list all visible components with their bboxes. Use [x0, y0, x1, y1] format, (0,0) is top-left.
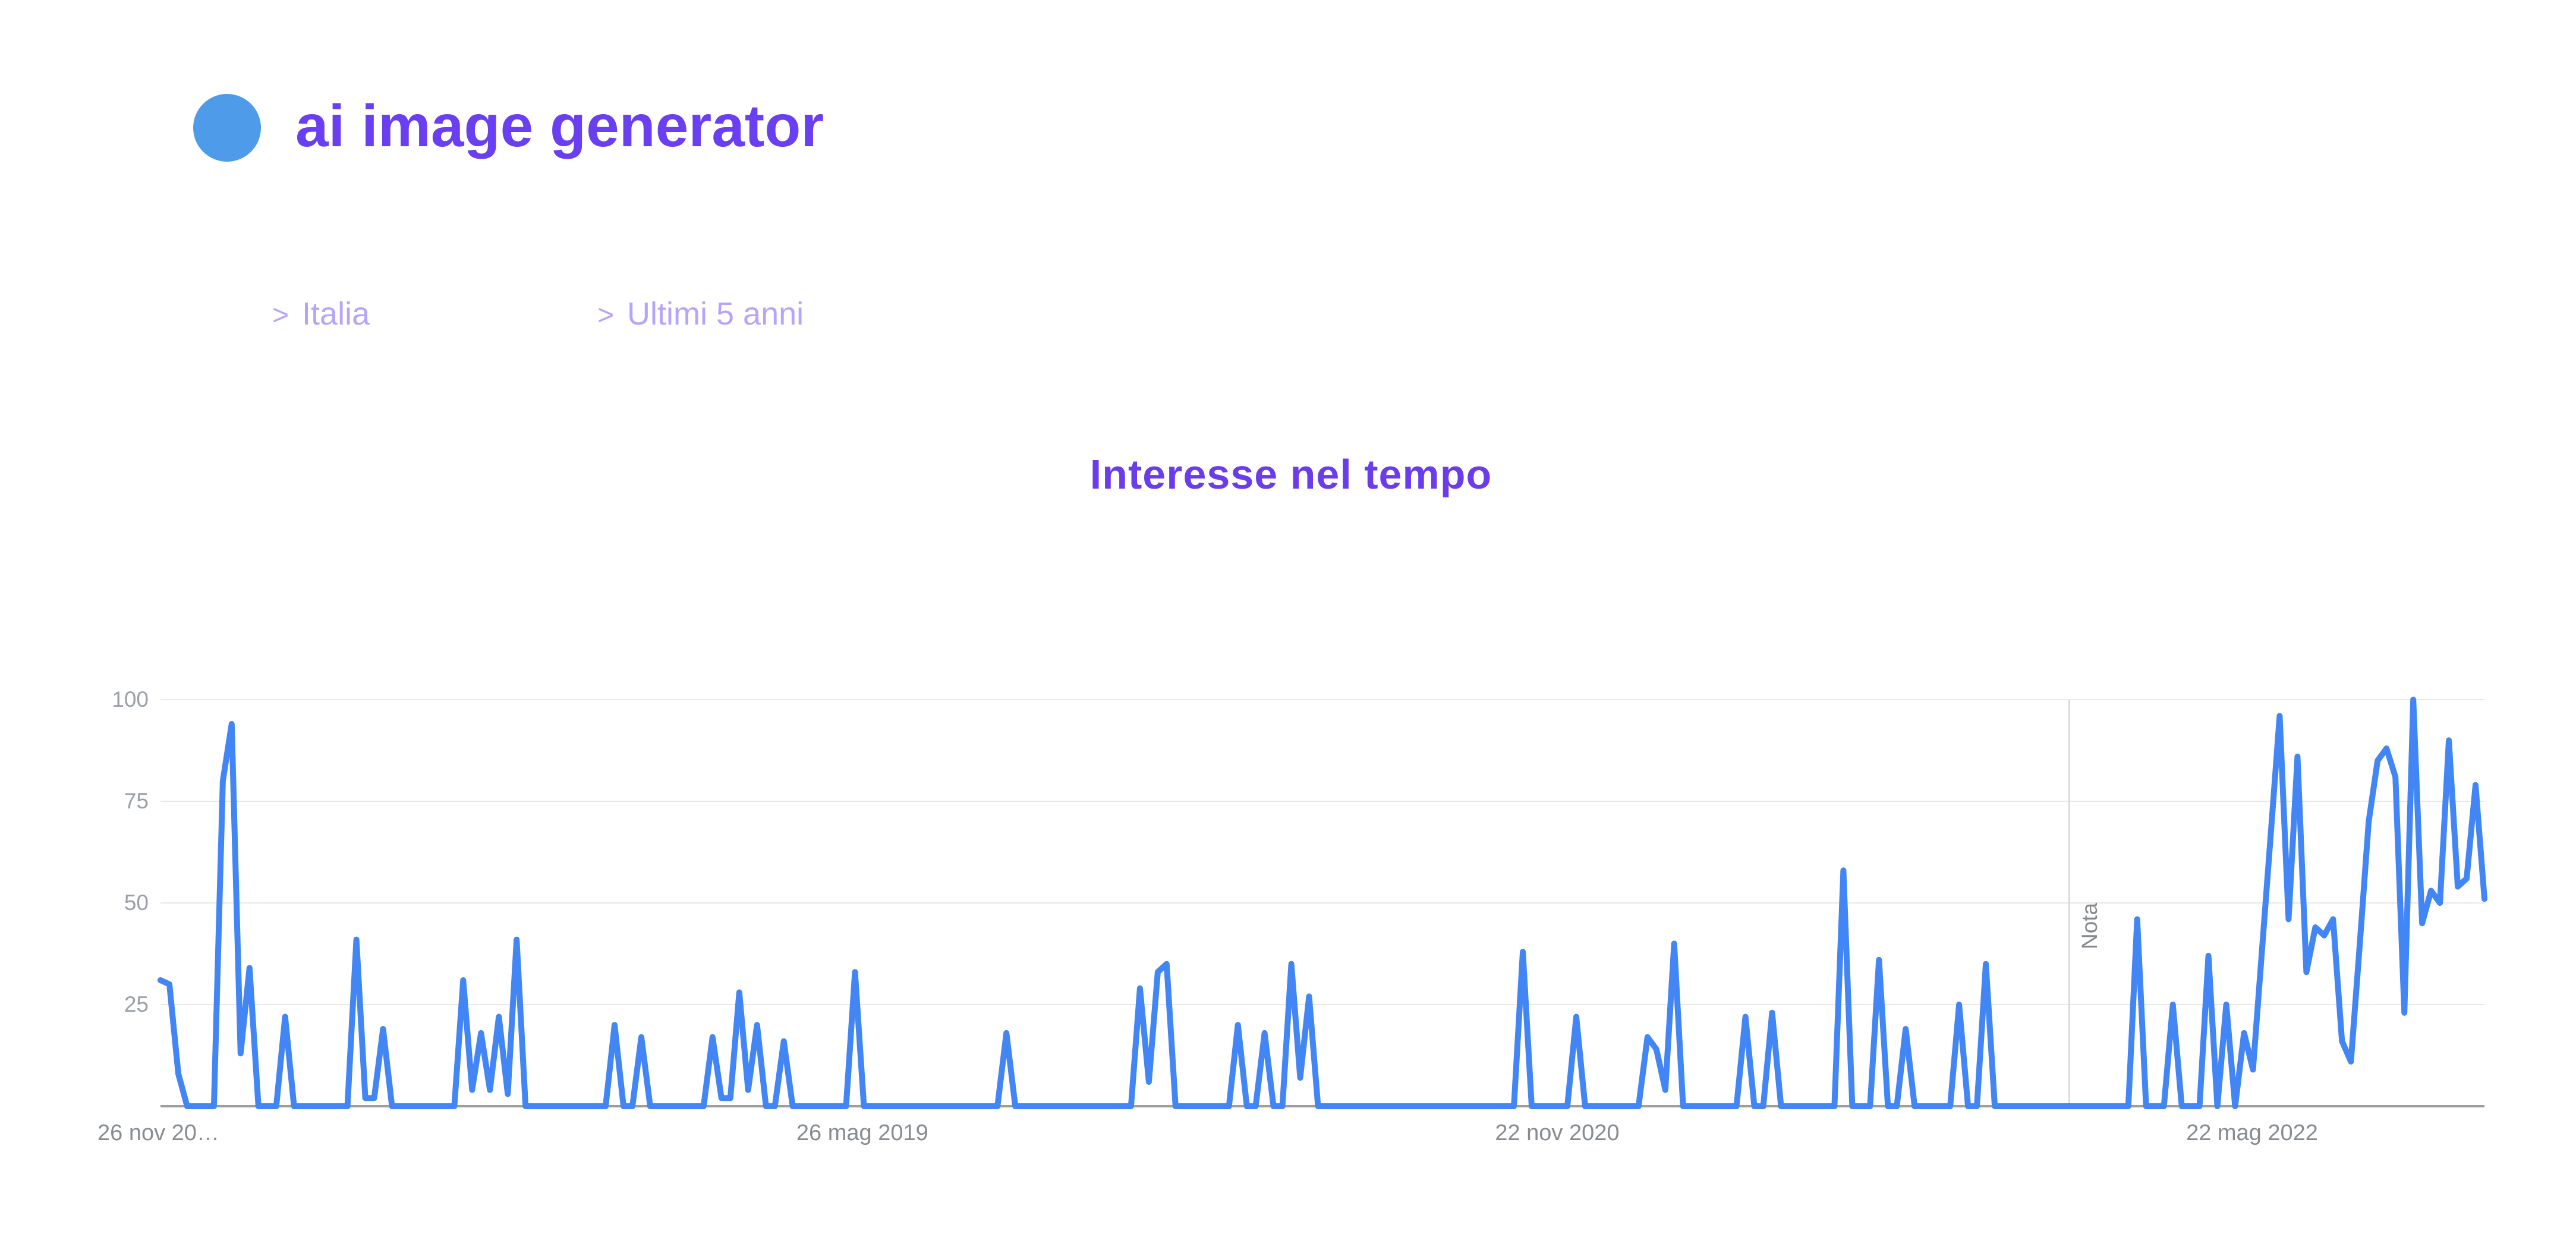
plot-area[interactable]: Nota: [158, 697, 2487, 1109]
breadcrumb: > Italia > Ultimi 5 anni: [0, 295, 2576, 336]
chevron-right-icon: >: [597, 300, 615, 331]
series-legend-dot-icon: [193, 94, 261, 162]
breadcrumb-item-timerange: > Ultimi 5 anni: [597, 295, 804, 335]
x-tick-label: 26 mag 2019: [796, 1120, 928, 1145]
x-tick-label: 22 mag 2022: [2186, 1120, 2318, 1145]
x-tick-label: 22 nov 2020: [1495, 1120, 1620, 1145]
x-axis-labels: 26 nov 20… 26 mag 2019 22 nov 2020 22 mag 2…: [97, 1119, 2484, 1155]
gridline: [160, 699, 2484, 700]
breadcrumb-item-region: > Italia: [272, 295, 370, 335]
breadcrumb-timerange-label: Ultimi 5 anni: [627, 296, 804, 332]
gridline: [160, 1004, 2484, 1005]
breadcrumb-region-label: Italia: [302, 296, 370, 332]
gridline: [160, 902, 2484, 904]
note-marker-line[interactable]: [2068, 700, 2071, 1106]
chevron-right-icon: >: [272, 300, 289, 331]
y-tick-label: 100: [112, 687, 149, 712]
chart-title: Interesse nel tempo: [1089, 451, 1492, 498]
y-tick-label: 25: [124, 992, 149, 1016]
interest-over-time-chart: 100 75 50 25 Nota 26 nov 20… 26 mag 2019 22 n…: [0, 687, 2576, 1235]
y-tick-label: 75: [124, 789, 149, 813]
y-tick-label: 50: [124, 890, 149, 915]
x-tick-label: 26 nov 20…: [97, 1120, 219, 1145]
search-term-title: ai image generator: [295, 93, 824, 159]
gridline: [160, 801, 2484, 802]
trend-line-series: [158, 697, 2487, 1109]
